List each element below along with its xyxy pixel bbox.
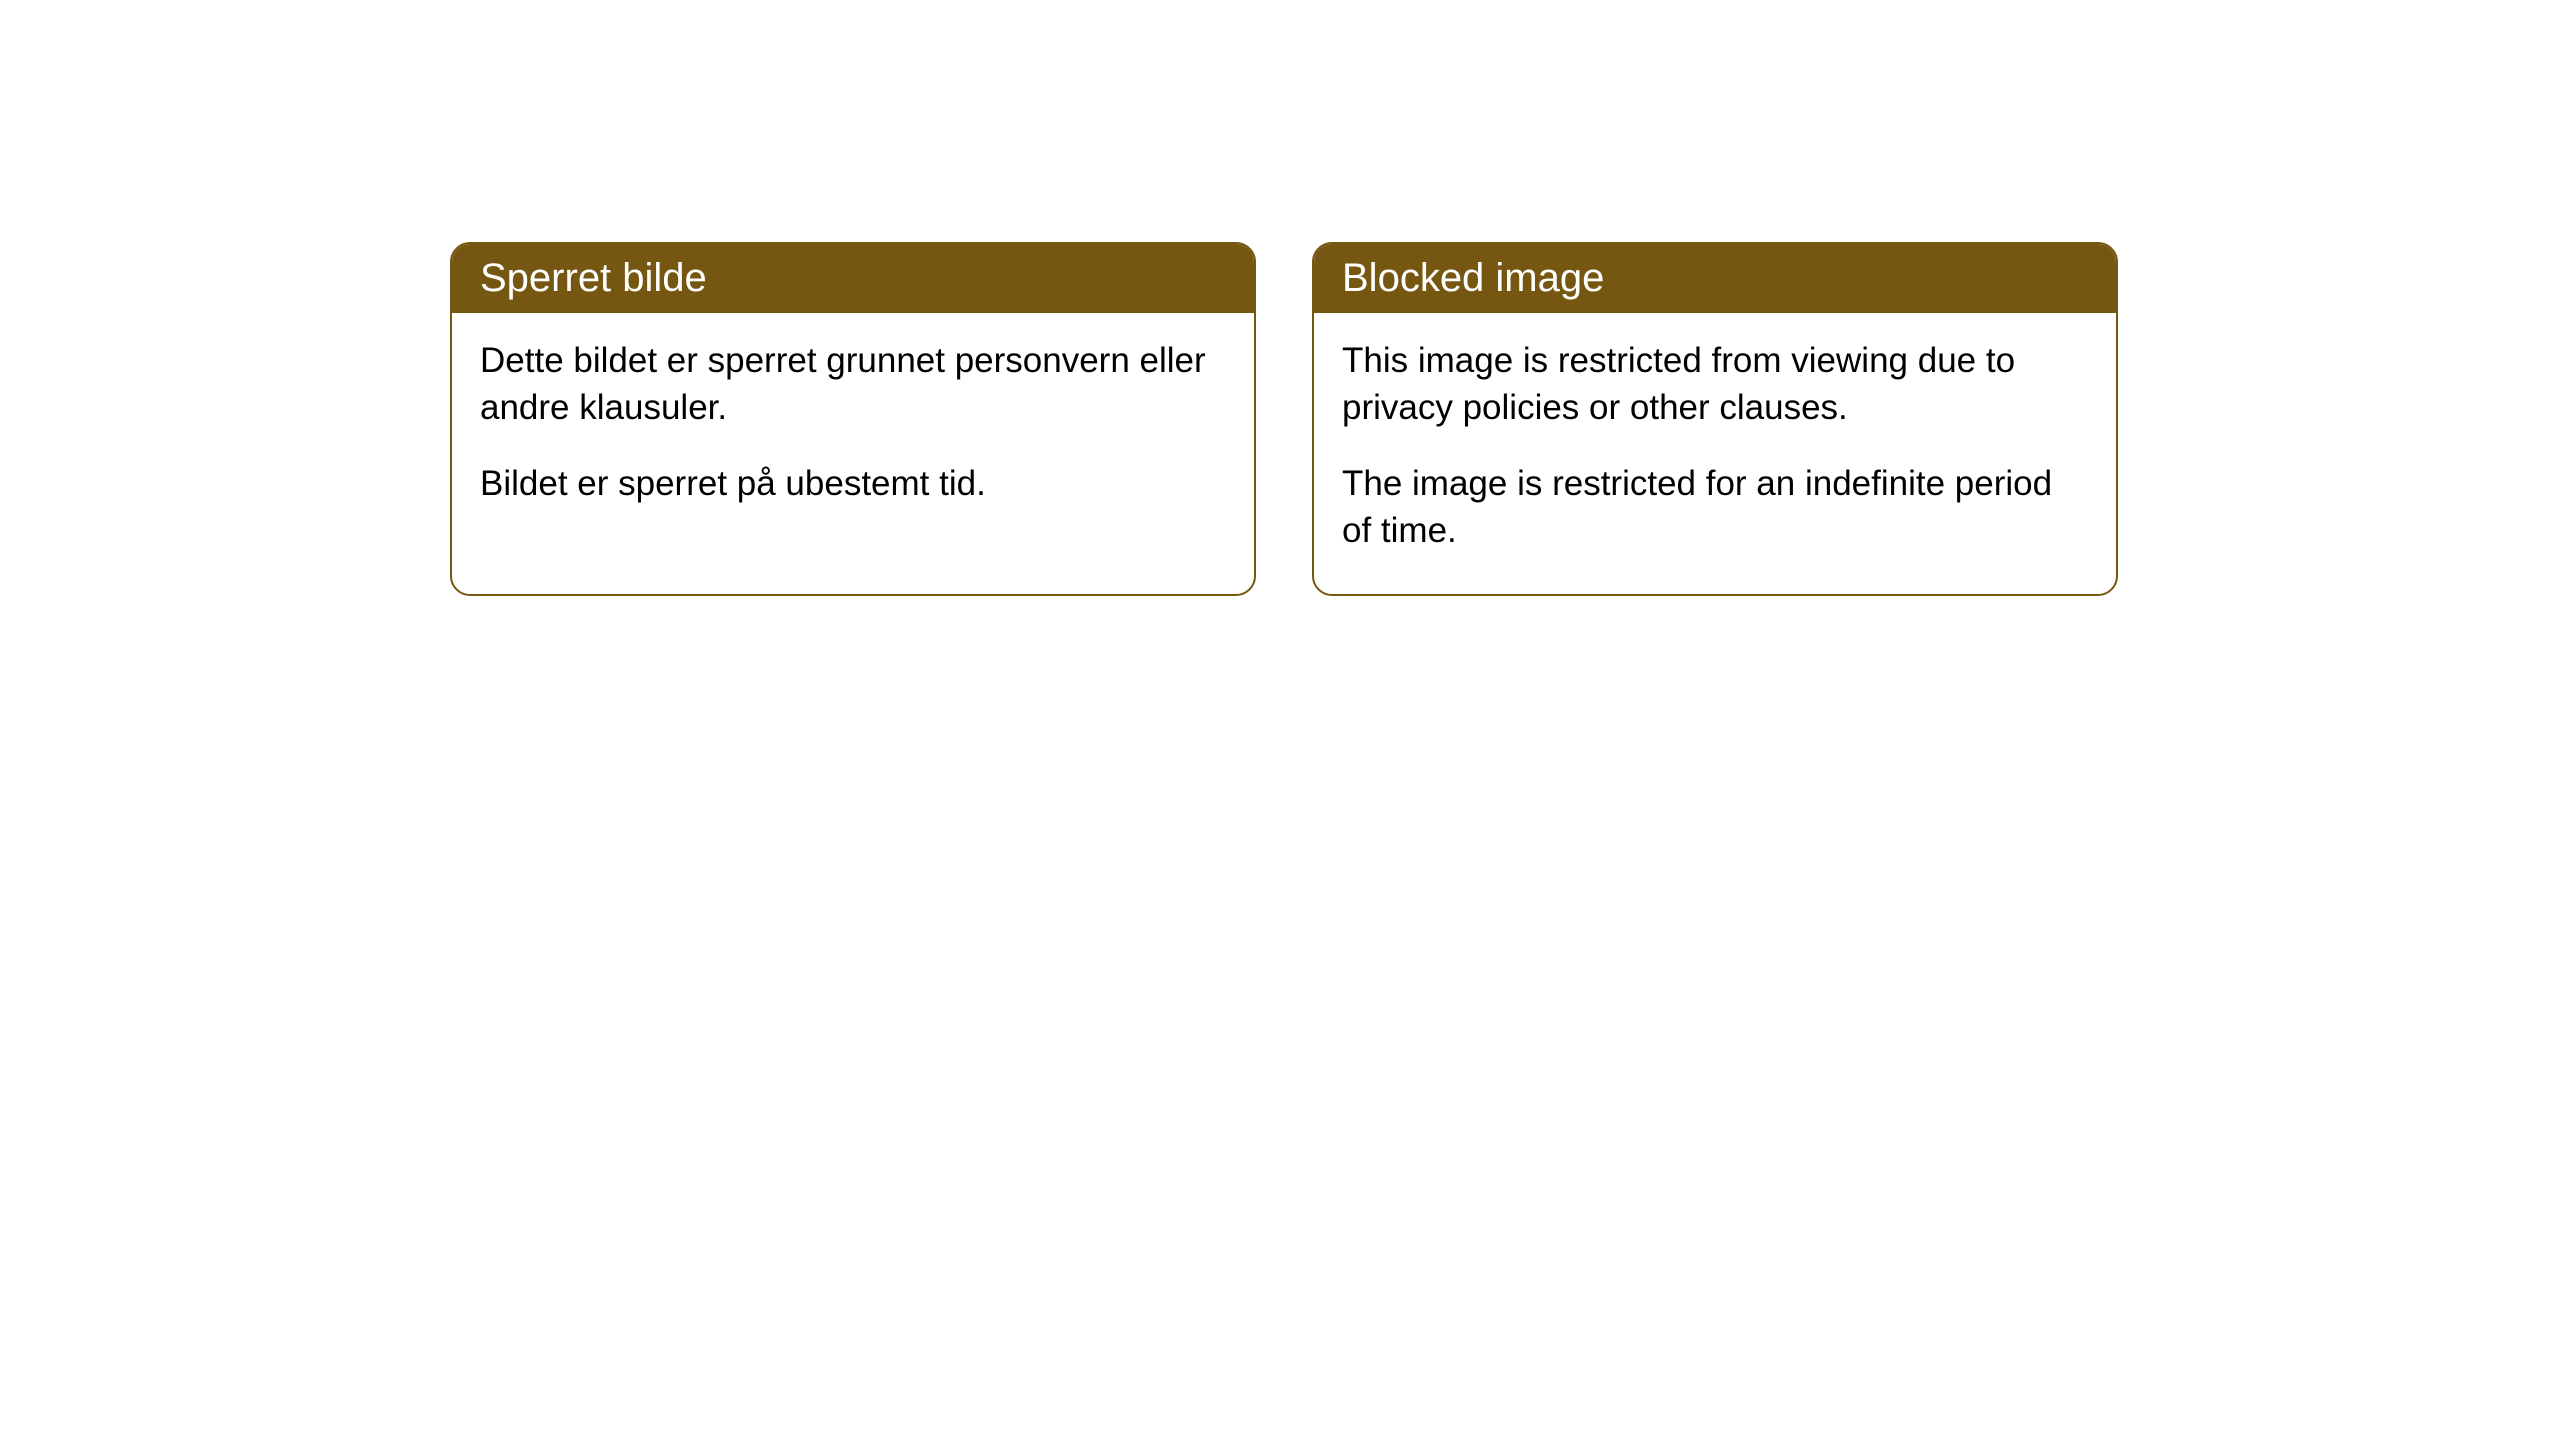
- blocked-image-card-no: Sperret bilde Dette bildet er sperret gr…: [450, 242, 1256, 596]
- card-body: Dette bildet er sperret grunnet personve…: [452, 313, 1254, 547]
- card-body-text-1: This image is restricted from viewing du…: [1342, 337, 2088, 432]
- card-header: Blocked image: [1314, 244, 2116, 313]
- notice-cards-container: Sperret bilde Dette bildet er sperret gr…: [450, 242, 2118, 596]
- card-body-text-1: Dette bildet er sperret grunnet personve…: [480, 337, 1226, 432]
- card-body-text-2: The image is restricted for an indefinit…: [1342, 460, 2088, 555]
- card-header: Sperret bilde: [452, 244, 1254, 313]
- card-body: This image is restricted from viewing du…: [1314, 313, 2116, 594]
- blocked-image-card-en: Blocked image This image is restricted f…: [1312, 242, 2118, 596]
- card-body-text-2: Bildet er sperret på ubestemt tid.: [480, 460, 1226, 507]
